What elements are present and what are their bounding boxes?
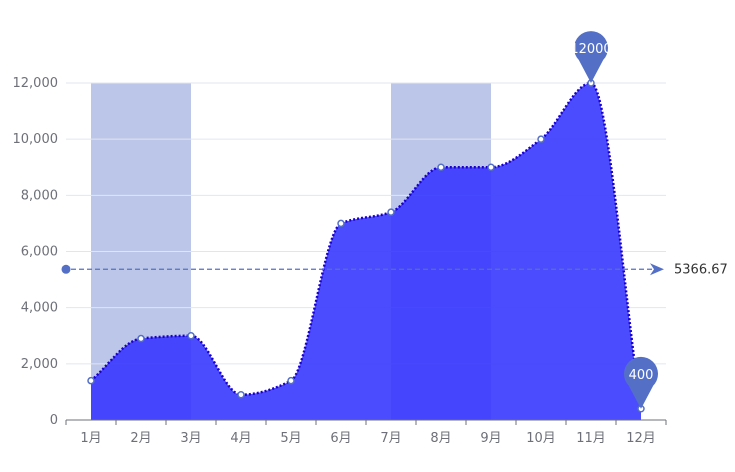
x-tick-label: 11月 xyxy=(576,431,606,446)
data-point xyxy=(537,135,545,143)
y-tick-label: 12,000 xyxy=(13,76,59,91)
data-point xyxy=(287,376,295,385)
x-tick-label: 6月 xyxy=(330,431,351,446)
data-point xyxy=(387,208,395,216)
y-tick-label: 0 xyxy=(50,413,58,428)
y-tick-label: 4,000 xyxy=(21,301,58,316)
y-tick-label: 2,000 xyxy=(21,357,58,372)
data-point xyxy=(137,334,145,343)
mark-point-pin xyxy=(574,31,609,83)
x-tick-label: 12月 xyxy=(626,431,656,446)
data-point xyxy=(487,163,495,171)
x-tick-label: 7月 xyxy=(380,431,401,446)
y-tick-label: 8,000 xyxy=(21,188,58,203)
average-line-arrow xyxy=(650,263,664,276)
x-tick-label: 4月 xyxy=(230,431,251,446)
y-tick-label: 10,000 xyxy=(13,132,59,147)
x-tick-label: 1月 xyxy=(80,431,101,446)
x-tick-label: 3月 xyxy=(180,431,201,446)
data-point xyxy=(187,332,195,340)
x-tick-label: 10月 xyxy=(526,431,556,446)
series-area xyxy=(91,83,641,420)
data-point xyxy=(337,219,345,228)
mark-point-label: 400 xyxy=(629,368,654,383)
x-tick-label: 5月 xyxy=(280,431,301,446)
x-tick-label: 9月 xyxy=(480,431,501,446)
x-tick-label: 2月 xyxy=(130,431,151,446)
mark-point-pin xyxy=(623,356,658,409)
x-tick-label: 8月 xyxy=(430,431,451,446)
data-point xyxy=(237,390,245,399)
average-line-label: 5366.67 xyxy=(674,262,728,277)
average-line-start xyxy=(61,264,71,274)
mark-point-label: 12000 xyxy=(570,42,611,57)
data-point xyxy=(437,163,445,171)
y-tick-label: 6,000 xyxy=(21,245,58,260)
data-point xyxy=(87,376,95,385)
